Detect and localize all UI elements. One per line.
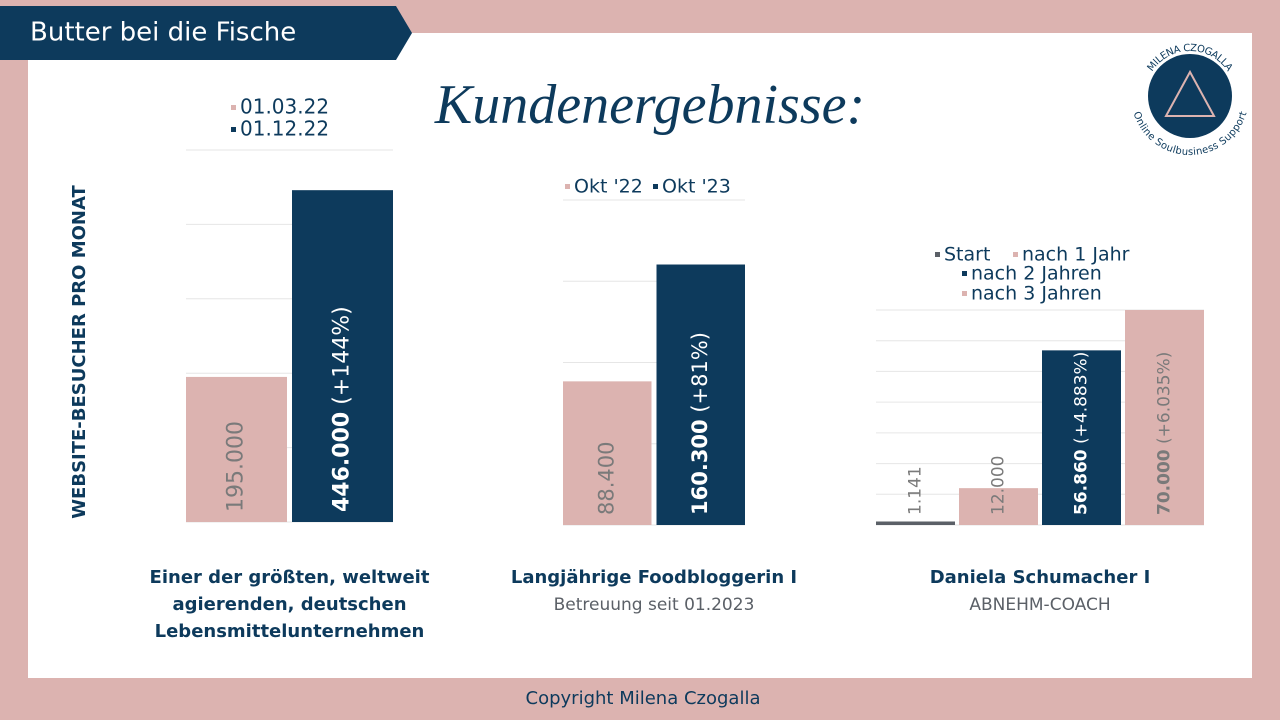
value-number: 88.400 [594,442,618,515]
value-space [688,413,712,420]
caption: Lebensmittelunternehmen [155,621,425,642]
value-number: 12.000 [989,456,1009,515]
bar [1042,350,1121,525]
copyright: Copyright Milena Czogalla [526,688,761,709]
logo-mountain [1164,69,1216,117]
value-number: 195.000 [224,421,249,512]
subcaption: ABNEHM-COACH [969,595,1110,615]
legend-label: Okt '23 [662,176,731,198]
bar [1125,310,1204,525]
bar [186,376,287,522]
value-label: 195.000 [224,421,249,512]
value-change: (+81%) [688,332,712,413]
banner-shape [0,6,412,60]
legend-label: nach 3 Jahren [971,283,1102,305]
value-label: 12.000 [989,456,1009,515]
bar [959,488,1038,525]
value-change: (+6.035%) [1155,352,1175,444]
legend-swatch [962,271,967,276]
legend-label: 01.03.22 [240,95,329,119]
bar [876,521,955,525]
subcaption: Betreuung seit 01.2023 [554,595,755,615]
legend-label: Start [944,244,990,266]
legend-swatch [231,127,236,132]
value-label: 1.141 [906,466,926,515]
legend-swatch [653,184,658,189]
value-change: (+4.883%) [1072,352,1092,444]
value-label: 446.000 (+144%) [330,306,355,512]
legend-label: Okt '22 [574,176,643,198]
bar [656,264,745,525]
legend-label: 01.12.22 [240,117,329,141]
value-number: 446.000 [330,412,355,512]
bar [292,190,393,522]
value-label: 56.860 (+4.883%) [1072,352,1092,515]
legend-swatch [1013,252,1018,257]
legend-swatch [231,105,236,110]
legend-label: nach 2 Jahren [971,263,1102,285]
y-axis-label: WEBSITE-BESUCHER PRO MONAT [69,184,90,518]
caption: Daniela Schumacher I [930,567,1151,588]
caption: agierenden, deutschen [172,594,406,615]
bar [563,381,652,525]
caption: Einer der größten, weltweit [150,567,430,588]
value-label: 160.300 (+81%) [688,332,712,515]
value-space [330,405,355,412]
legend-label: nach 1 Jahr [1022,244,1130,266]
caption: Langjährige Foodbloggerin I [511,567,797,588]
title: Kundenergebnisse: [434,74,865,136]
legend-swatch [935,252,940,257]
legend-swatch [565,184,570,189]
value-label: 88.400 [594,442,618,515]
value-change: (+144%) [330,306,355,405]
value-label: 70.000 (+6.035%) [1155,352,1175,515]
value-number: 1.141 [906,466,926,515]
logo-circle [1148,54,1232,138]
legend-swatch [962,291,967,296]
value-number: 160.300 [688,419,712,515]
value-number: 70.000 [1155,449,1175,515]
value-number: 56.860 [1072,449,1092,515]
banner-text: Butter bei die Fische [30,18,296,48]
